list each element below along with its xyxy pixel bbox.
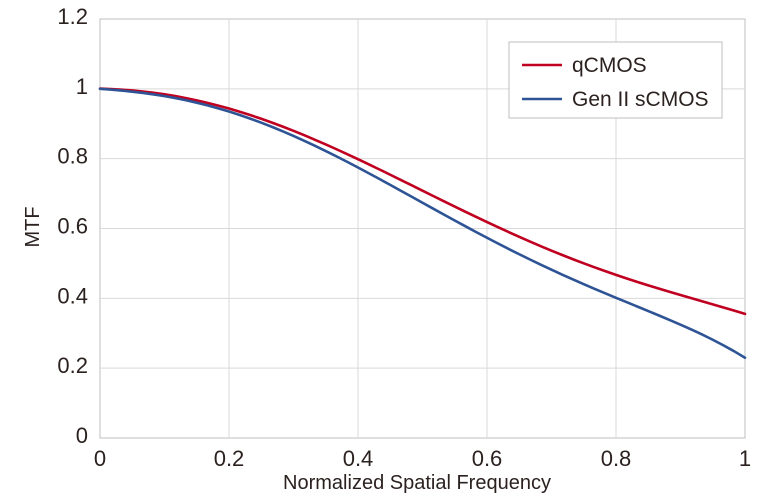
svg-text:0: 0	[94, 446, 106, 471]
svg-text:Normalized Spatial Frequency: Normalized Spatial Frequency	[283, 472, 551, 494]
svg-text:0.4: 0.4	[57, 283, 88, 308]
svg-text:0.6: 0.6	[57, 214, 88, 239]
svg-text:0.8: 0.8	[601, 446, 632, 471]
svg-text:0.2: 0.2	[57, 353, 88, 378]
svg-text:Gen II sCMOS: Gen II sCMOS	[572, 88, 709, 111]
svg-text:0.8: 0.8	[57, 144, 88, 169]
svg-text:0.2: 0.2	[214, 446, 245, 471]
svg-text:qCMOS: qCMOS	[572, 54, 647, 77]
svg-text:1: 1	[76, 74, 88, 99]
svg-text:0.4: 0.4	[343, 446, 374, 471]
svg-text:0.6: 0.6	[472, 446, 503, 471]
svg-text:0: 0	[76, 423, 88, 448]
svg-text:1.2: 1.2	[57, 4, 88, 29]
svg-text:1: 1	[739, 446, 751, 471]
